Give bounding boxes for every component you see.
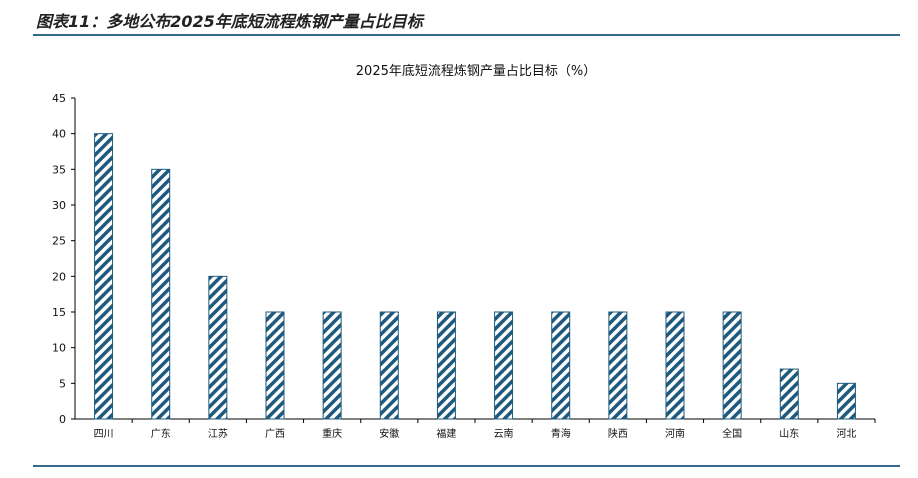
bar-河北 [836, 382, 856, 420]
y-tick-label: 40 [52, 128, 66, 141]
bar-青海 [551, 311, 571, 420]
bar-云南 [494, 311, 514, 420]
x-tick-label: 福建 [436, 427, 456, 440]
bar-河南 [665, 311, 685, 420]
bar-陕西 [608, 311, 628, 420]
y-tick-label: 25 [52, 235, 66, 248]
x-tick-label: 青海 [551, 427, 571, 440]
y-tick-label: 30 [52, 199, 66, 212]
x-tick-label: 云南 [494, 427, 514, 440]
x-tick-label: 陕西 [608, 427, 628, 440]
y-tick-label: 45 [52, 92, 66, 105]
figure-title: 图表11：多地公布2025年底短流程炼钢产量占比目标 [36, 12, 423, 31]
x-tick-label: 河南 [665, 427, 685, 440]
x-tick-label: 重庆 [322, 427, 342, 440]
bar-广西 [265, 311, 285, 420]
y-tick-label: 20 [52, 270, 66, 283]
x-tick-label: 安徽 [379, 427, 399, 440]
bar-福建 [436, 311, 456, 420]
x-tick-label: 江苏 [208, 427, 228, 440]
bar-重庆 [322, 311, 342, 420]
bar-广东 [151, 168, 171, 420]
bar-四川 [94, 133, 114, 420]
title-rule [33, 34, 900, 36]
bar-全国 [722, 311, 742, 420]
x-tick-label: 四川 [94, 429, 114, 440]
chart-title: 2025年底短流程炼钢产量占比目标（%） [356, 63, 596, 79]
y-tick-label: 15 [52, 306, 66, 319]
x-tick-label: 广东 [151, 427, 171, 440]
y-tick-label: 5 [59, 377, 66, 390]
y-tick-label: 0 [59, 413, 66, 426]
y-tick-label: 10 [52, 342, 66, 355]
bar-山东 [779, 368, 799, 420]
bar-安徽 [379, 311, 399, 420]
x-tick-label: 广西 [265, 428, 285, 440]
footer-rule [33, 465, 900, 467]
bar-江苏 [208, 275, 228, 420]
x-tick-label: 全国 [722, 427, 742, 440]
x-tick-label: 河北 [836, 428, 856, 440]
y-tick-label: 35 [52, 163, 66, 176]
x-tick-label: 山东 [779, 427, 799, 440]
